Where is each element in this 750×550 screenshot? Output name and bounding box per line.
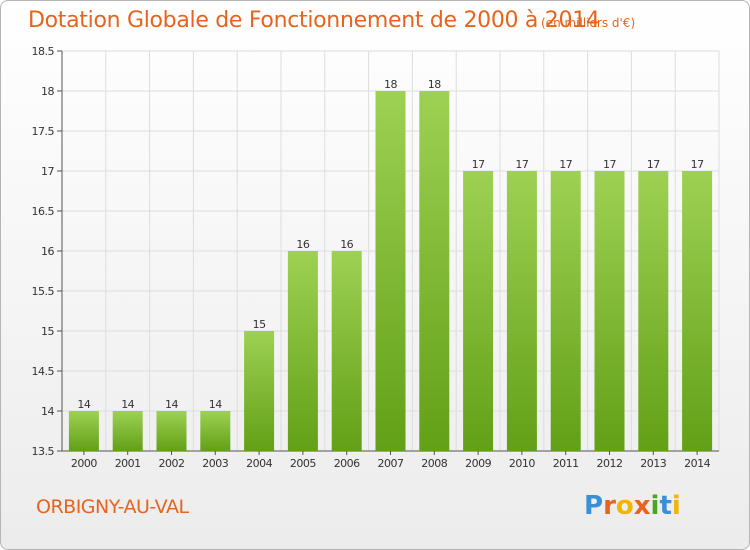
bar (463, 171, 494, 451)
x-tick-label: 2003 (202, 457, 228, 470)
bar-value-label: 17 (691, 158, 704, 171)
bar-value-label: 17 (515, 158, 528, 171)
chart-title: Dotation Globale de Fonctionnement de 20… (28, 8, 600, 33)
x-tick-label: 2009 (465, 457, 491, 470)
labels: 13.5 14 14.5 15 15.5 16 16.5 17 17.5 18 18.5 14 2000… (32, 45, 712, 470)
x-tick-label: 2006 (334, 457, 360, 470)
bar (550, 171, 581, 451)
y-tick-label: 17.5 (32, 125, 55, 138)
bars (68, 91, 713, 451)
bar (200, 411, 231, 451)
bar (244, 331, 275, 451)
x-tick-label: 2002 (159, 457, 185, 470)
bar (638, 171, 669, 451)
bar (68, 411, 99, 451)
x-tick-label: 2013 (640, 457, 666, 470)
x-tick-label: 2004 (246, 457, 272, 470)
x-tick-label: 2005 (290, 457, 316, 470)
x-tick-label: 2014 (684, 457, 710, 470)
bar-value-label: 14 (77, 398, 90, 411)
x-tick-label: 2012 (597, 457, 623, 470)
bar (331, 251, 362, 451)
bar-value-label: 16 (340, 238, 353, 251)
bar-value-label: 18 (384, 78, 397, 91)
bar-value-label: 14 (165, 398, 178, 411)
bar (375, 91, 406, 451)
y-tick-label: 16.5 (32, 205, 55, 218)
bar-value-label: 14 (209, 398, 222, 411)
y-tick-label: 13.5 (32, 445, 55, 458)
bar-value-label: 14 (121, 398, 134, 411)
bar (682, 171, 713, 451)
bar (112, 411, 143, 451)
bar (506, 171, 537, 451)
x-tick-label: 2001 (115, 457, 141, 470)
x-tick-label: 2008 (421, 457, 447, 470)
y-tick-label: 18.5 (32, 45, 55, 58)
bar (594, 171, 625, 451)
y-tick-label: 16 (41, 245, 54, 258)
x-tick-label: 2007 (378, 457, 404, 470)
bar-value-label: 17 (603, 158, 616, 171)
y-tick-label: 14.5 (32, 365, 55, 378)
y-tick-label: 14 (41, 405, 54, 418)
bar-value-label: 17 (559, 158, 572, 171)
y-tick-label: 17 (41, 165, 54, 178)
x-tick-label: 2010 (509, 457, 535, 470)
bar-value-label: 18 (428, 78, 441, 91)
bar (287, 251, 318, 451)
chart-subtitle: (en milliers d'€) (541, 16, 636, 30)
town-name: ORBIGNY-AU-VAL (36, 496, 189, 518)
bar-value-label: 16 (296, 238, 309, 251)
y-tick-label: 15 (41, 325, 54, 338)
bar-value-label: 17 (472, 158, 485, 171)
y-tick-label: 15.5 (32, 285, 55, 298)
x-tick-label: 2011 (553, 457, 579, 470)
bar (156, 411, 187, 451)
bar-value-label: 15 (253, 318, 266, 331)
proxiti-logo: Proxiti (584, 491, 681, 521)
y-tick-label: 18 (41, 85, 54, 98)
x-tick-label: 2000 (71, 457, 97, 470)
bar (419, 91, 450, 451)
bar-value-label: 17 (647, 158, 660, 171)
